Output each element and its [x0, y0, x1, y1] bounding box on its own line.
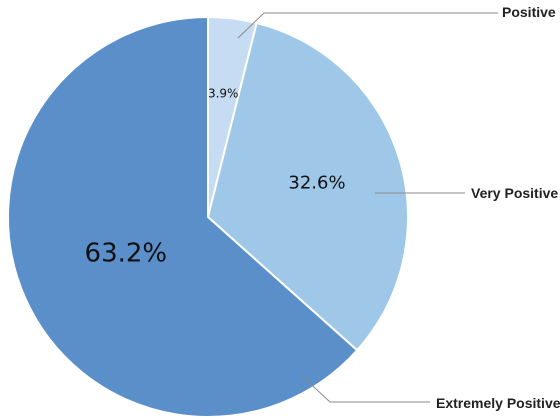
pie-slice-extremely-positive	[7, 15, 359, 418]
pie-slice-very-positive	[206, 21, 409, 352]
category-label-positive: Positive	[502, 4, 556, 20]
leader-lines	[237, 12, 498, 403]
percent-label-very-positive: 32.6%	[288, 173, 345, 194]
percent-label-positive: 3.9%	[208, 86, 239, 100]
category-label-very-positive: Very Positive	[471, 185, 558, 201]
leader-line-extremely-positive	[301, 375, 430, 403]
chart-labels: 3.9% Positive 32.6% Very Positive 63.2% Extre…	[85, 4, 560, 411]
category-label-extremely-positive: Extremely Positive	[436, 395, 560, 411]
leader-line-positive	[237, 12, 498, 39]
percent-label-extremely-positive: 63.2%	[85, 238, 168, 268]
pie-slices	[7, 15, 409, 418]
